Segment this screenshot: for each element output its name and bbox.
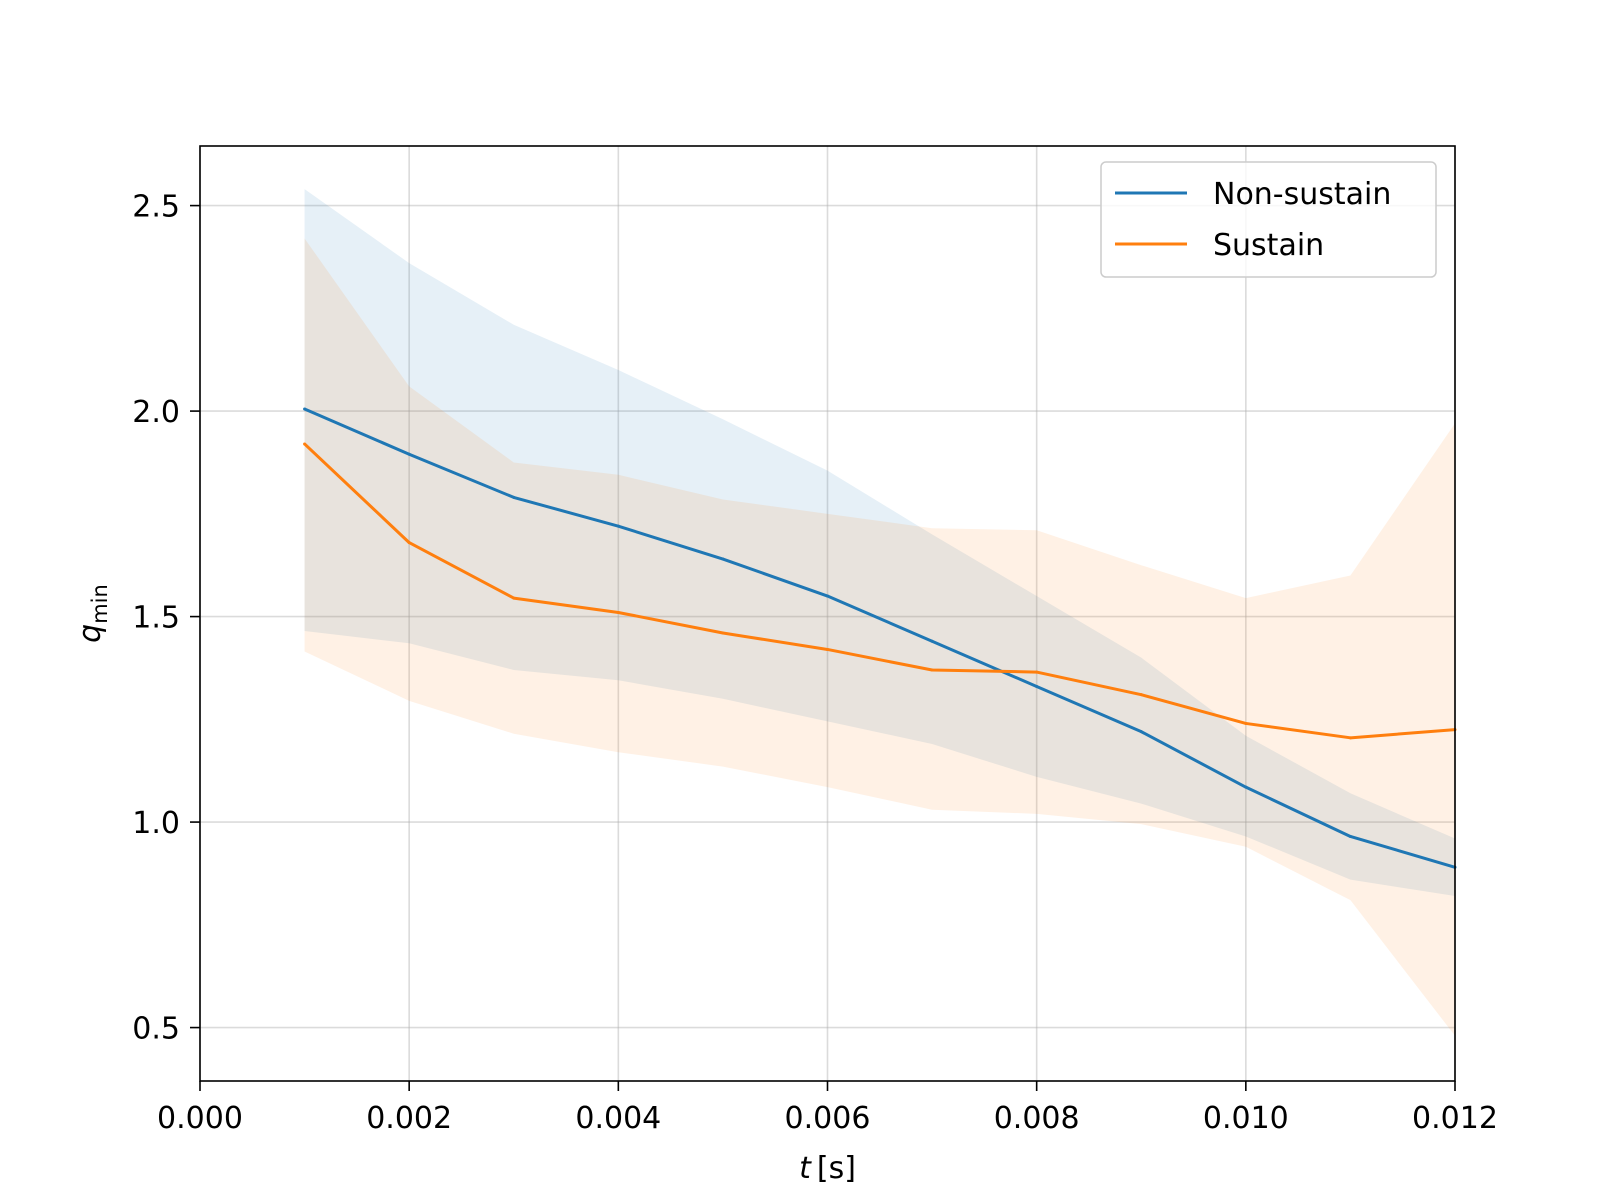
data-point-non-sustain-0 — [303, 407, 307, 411]
series-lines — [303, 407, 1457, 869]
x-tick-label-3: 0.006 — [785, 1101, 871, 1136]
legend-box — [1100, 161, 1437, 278]
series-line-sustain — [303, 442, 1456, 740]
y-tick-label-2: 1.5 — [132, 601, 180, 636]
data-point-non-sustain-9 — [1244, 785, 1248, 789]
x-tick-label-5: 0.010 — [1203, 1101, 1289, 1136]
legend-label-non-sustain: Non-sustain — [1213, 177, 1391, 212]
x-axis-label-unit: [s] — [817, 1151, 856, 1186]
y-tick-label-0: 0.5 — [132, 1012, 180, 1047]
data-point-sustain-7 — [1035, 670, 1039, 674]
data-point-sustain-10 — [1348, 736, 1352, 740]
x-axis-label: t [s] — [799, 1151, 856, 1186]
x-tick-label-6: 0.012 — [1412, 1101, 1498, 1136]
x-tick-label-4: 0.008 — [994, 1101, 1080, 1136]
x-axis-label-var: t — [799, 1151, 812, 1186]
x-tick-label-1: 0.002 — [366, 1101, 452, 1136]
data-point-non-sustain-6 — [930, 639, 934, 643]
y-axis-label: qmin — [73, 584, 112, 643]
data-point-sustain-3 — [616, 610, 620, 614]
y-axis-label-var: q — [73, 624, 108, 643]
band-non-sustain — [304, 189, 1455, 897]
x-tick-label-2: 0.004 — [575, 1101, 661, 1136]
y-tick-label-3: 2.0 — [132, 395, 180, 430]
y-tick-label-4: 2.5 — [132, 190, 180, 225]
data-point-non-sustain-5 — [826, 594, 829, 598]
data-point-sustain-4 — [721, 631, 725, 635]
y-axis-label-sub: min — [88, 584, 112, 624]
data-point-sustain-1 — [407, 541, 411, 545]
y-tick-label-1: 1.0 — [132, 806, 180, 841]
legend-label-sustain: Sustain — [1213, 228, 1324, 263]
data-point-sustain-5 — [826, 647, 829, 651]
data-point-non-sustain-10 — [1348, 834, 1352, 838]
series-line-non-sustain — [303, 407, 1456, 869]
data-point-non-sustain-2 — [512, 495, 516, 499]
data-point-sustain-0 — [303, 442, 307, 446]
data-point-non-sustain-3 — [616, 524, 620, 528]
data-point-sustain-2 — [512, 596, 516, 600]
data-point-sustain-9 — [1244, 721, 1248, 725]
data-point-sustain-8 — [1139, 693, 1143, 697]
data-point-non-sustain-8 — [1139, 730, 1143, 734]
data-point-non-sustain-1 — [407, 452, 411, 456]
data-point-sustain-6 — [930, 668, 934, 672]
data-point-non-sustain-4 — [721, 557, 725, 561]
axis-ticks: 0.000 0.002 0.004 0.006 0.008 0.010 0.012 0.5 1.… — [132, 190, 1498, 1136]
x-tick-label-0: 0.000 — [157, 1101, 243, 1136]
legend: Non-sustain Sustain — [1100, 161, 1437, 278]
confidence-bands — [304, 189, 1455, 1036]
data-point-non-sustain-7 — [1035, 684, 1039, 688]
band-sustain — [304, 238, 1455, 1036]
